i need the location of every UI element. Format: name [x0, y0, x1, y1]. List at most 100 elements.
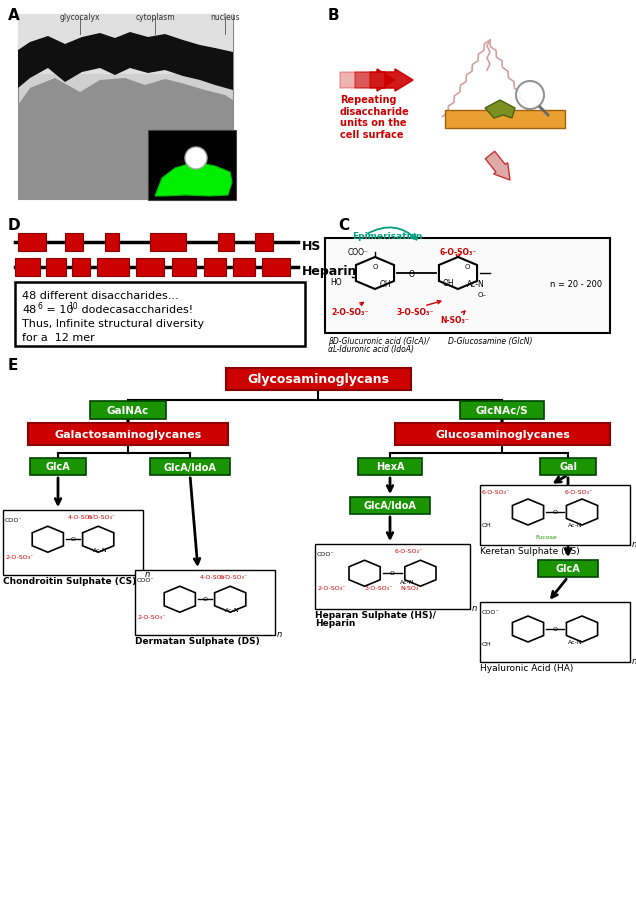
Text: O: O	[390, 571, 395, 577]
Text: n: n	[632, 657, 636, 666]
Text: HO: HO	[330, 278, 342, 287]
Text: 2-O-SO₃⁻: 2-O-SO₃⁻	[331, 308, 369, 317]
Polygon shape	[567, 616, 598, 642]
Bar	[358, 458, 422, 475]
Text: Thus, Infinite structural diversity: Thus, Infinite structural diversity	[22, 319, 204, 329]
Text: Dermatan Sulphate (DS): Dermatan Sulphate (DS)	[135, 637, 259, 646]
Bar	[540, 458, 596, 475]
FancyArrow shape	[485, 151, 510, 180]
FancyArrow shape	[370, 69, 413, 91]
Text: Ac-N: Ac-N	[400, 580, 415, 585]
Text: 6-O-SO₃⁻: 6-O-SO₃⁻	[565, 490, 593, 495]
Text: COO⁻: COO⁻	[482, 610, 500, 615]
Text: cytoplasm: cytoplasm	[135, 13, 175, 22]
Bar	[262, 258, 290, 276]
Bar	[72, 258, 90, 276]
Text: E: E	[8, 358, 18, 373]
Text: Heparan Sulphate (HS)/: Heparan Sulphate (HS)/	[315, 611, 436, 620]
Text: Glycosaminoglycans: Glycosaminoglycans	[247, 374, 389, 386]
Text: D: D	[8, 218, 20, 233]
Text: Heparin: Heparin	[302, 264, 357, 277]
Text: N-SO₃⁻: N-SO₃⁻	[441, 316, 469, 325]
Text: Gal: Gal	[559, 463, 577, 473]
Polygon shape	[349, 560, 380, 587]
Text: 48 different disaccharides...: 48 different disaccharides...	[22, 291, 179, 301]
Text: C: C	[338, 218, 349, 233]
Text: N-SO₃⁻: N-SO₃⁻	[400, 586, 422, 591]
Bar	[460, 401, 544, 419]
Text: O: O	[202, 598, 207, 602]
Text: O: O	[409, 270, 415, 279]
Polygon shape	[214, 587, 245, 612]
Text: Repeating
disaccharide
units on the
cell surface: Repeating disaccharide units on the cell…	[340, 95, 410, 140]
Text: 4-O-SO₃⁻: 4-O-SO₃⁻	[200, 575, 228, 580]
Text: D-Glucosamine (GlcN): D-Glucosamine (GlcN)	[448, 337, 532, 346]
Text: COO⁻: COO⁻	[5, 518, 23, 523]
Bar	[18, 14, 233, 74]
FancyArrow shape	[377, 69, 395, 91]
Text: 48: 48	[22, 305, 36, 315]
Polygon shape	[83, 526, 114, 553]
Bar	[480, 485, 630, 545]
Text: n: n	[277, 630, 282, 639]
Bar	[46, 258, 66, 276]
Bar	[480, 602, 630, 662]
Text: GalNAc: GalNAc	[107, 406, 149, 416]
Bar	[30, 458, 86, 475]
Text: nucleus: nucleus	[210, 13, 240, 22]
Text: OH: OH	[443, 279, 455, 288]
Text: OH: OH	[482, 523, 492, 528]
Text: COO⁻: COO⁻	[347, 248, 368, 257]
Text: Heparin: Heparin	[315, 619, 356, 628]
Bar	[105, 233, 119, 251]
Text: 6-O-SO₃⁻: 6-O-SO₃⁻	[482, 490, 510, 495]
Text: 6-O-SO₃⁻: 6-O-SO₃⁻	[395, 549, 423, 554]
Text: n: n	[145, 570, 150, 579]
Bar	[18, 14, 233, 199]
Text: for a  12 mer: for a 12 mer	[22, 333, 95, 343]
Text: HS: HS	[302, 240, 321, 252]
Bar	[90, 401, 166, 419]
Text: αL-Iduronic acid (IdoA): αL-Iduronic acid (IdoA)	[328, 345, 414, 354]
Text: O–: O–	[478, 292, 487, 298]
Bar	[18, 233, 46, 251]
Polygon shape	[164, 587, 195, 612]
Text: 2-O-SO₃⁻: 2-O-SO₃⁻	[317, 586, 345, 591]
Polygon shape	[485, 100, 515, 118]
Bar	[204, 258, 226, 276]
Text: 6-O-SO₃⁻: 6-O-SO₃⁻	[439, 248, 477, 257]
Text: Galactosaminoglycanes: Galactosaminoglycanes	[54, 430, 202, 440]
Text: Ac-N: Ac-N	[568, 640, 583, 645]
Circle shape	[185, 147, 207, 169]
Text: HexA: HexA	[376, 463, 404, 473]
Bar	[233, 258, 255, 276]
Text: 2-O-SO₃⁻: 2-O-SO₃⁻	[137, 615, 165, 620]
Text: COO⁻: COO⁻	[317, 552, 335, 557]
Text: = 10: = 10	[43, 305, 73, 315]
Text: GlcA: GlcA	[556, 565, 581, 575]
Polygon shape	[155, 162, 232, 196]
Text: O: O	[71, 537, 76, 543]
Text: n: n	[472, 604, 477, 613]
Polygon shape	[18, 32, 233, 90]
Polygon shape	[439, 257, 477, 289]
Text: OH: OH	[482, 642, 492, 647]
Bar	[350, 497, 430, 514]
Text: COO⁻: COO⁻	[137, 578, 155, 583]
Text: O: O	[373, 264, 378, 270]
Bar	[3, 510, 143, 575]
Text: Hyaluronic Acid (HA): Hyaluronic Acid (HA)	[480, 664, 574, 673]
Text: 4-O-SO₃⁻: 4-O-SO₃⁻	[68, 515, 97, 520]
Bar	[445, 110, 565, 128]
Text: GlcA/IdoA: GlcA/IdoA	[163, 463, 216, 473]
Circle shape	[516, 81, 544, 109]
Text: Glucosaminoglycanes: Glucosaminoglycanes	[435, 430, 570, 440]
Text: Epimerisation: Epimerisation	[352, 232, 422, 241]
Text: 6-O-SO₃⁻: 6-O-SO₃⁻	[88, 515, 116, 520]
Bar	[97, 258, 129, 276]
Polygon shape	[32, 526, 64, 553]
Text: 6-O-SO₃⁻: 6-O-SO₃⁻	[220, 575, 248, 580]
Polygon shape	[356, 257, 394, 289]
Text: dodecasaccharides!: dodecasaccharides!	[78, 305, 193, 315]
Text: OH: OH	[380, 280, 392, 289]
